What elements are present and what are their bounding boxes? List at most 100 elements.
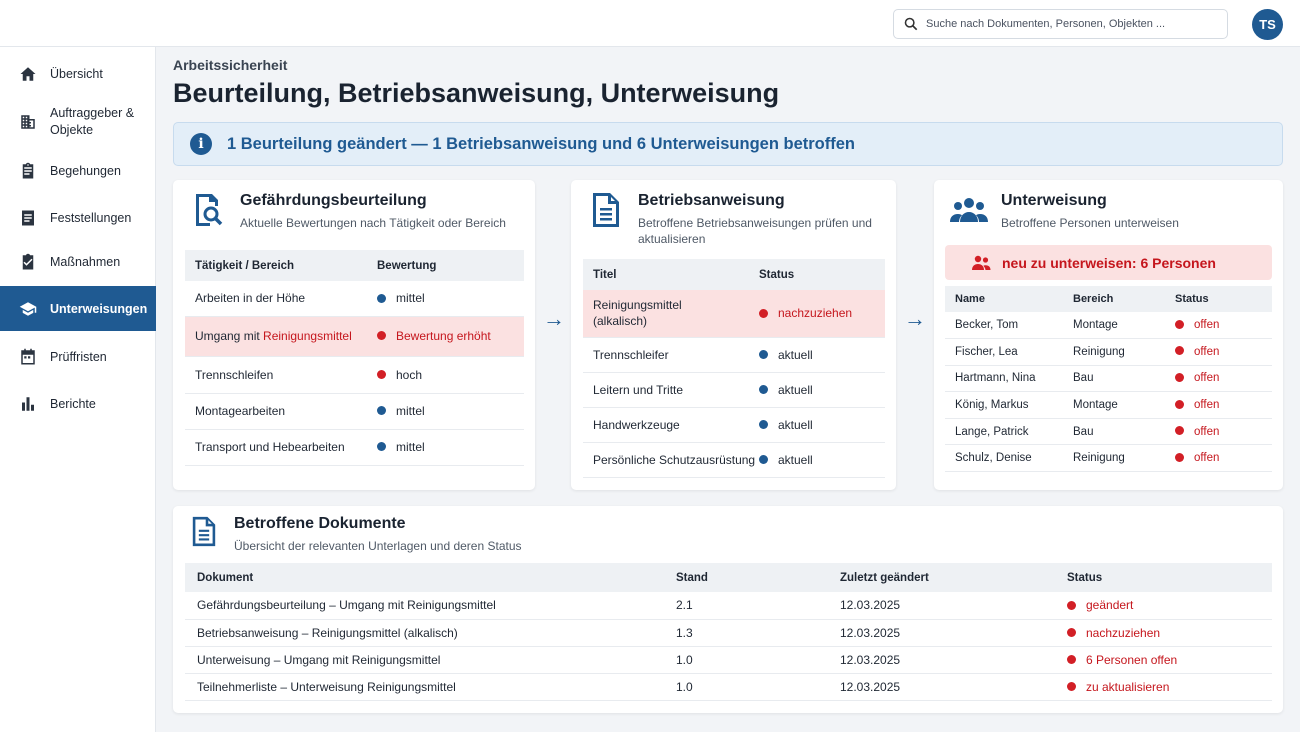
status-text: geändert	[1086, 598, 1134, 613]
table-row[interactable]: Transport und Hebearbeiten mittel	[185, 429, 524, 466]
area-cell: Reinigung	[1073, 444, 1175, 473]
table-row[interactable]: Hartmann, Nina Bau offen	[945, 365, 1272, 393]
table-row[interactable]: Schulz, Denise Reinigung offen	[945, 444, 1272, 473]
info-icon: i	[190, 133, 212, 155]
status-dot	[1175, 426, 1184, 436]
table-row[interactable]: Becker, Tom Montage offen	[945, 312, 1272, 340]
rating-text: mittel	[396, 404, 425, 418]
table-row[interactable]: Trennschleifer aktuell	[583, 337, 885, 373]
sidebar-item-unterweisungen[interactable]: Unterweisungen	[0, 286, 156, 331]
activity-cell: Arbeiten in der Höhe	[185, 281, 377, 317]
rating-text: hoch	[396, 367, 423, 382]
status-dot	[1175, 452, 1184, 462]
card-subtitle: Betroffene Betriebsanweisungen prüfen un…	[638, 216, 872, 246]
column-header: Status	[1175, 286, 1272, 312]
title-text: Reinigungsmittel (alkalisch)	[593, 298, 682, 329]
table-row[interactable]: Umgang mit Reinigungsmittel Bewertung er…	[185, 316, 524, 357]
activity-highlight: Reinigungsmittel	[263, 329, 352, 343]
table-row[interactable]: Lange, Patrick Bau offen	[945, 418, 1272, 446]
rating-text: Bewertung erhöht	[396, 329, 491, 343]
table-row[interactable]: König, Markus Montage offen	[945, 391, 1272, 419]
date-cell: 12.03.2025	[840, 592, 1067, 620]
column-header: Bereich	[1073, 286, 1175, 312]
sidebar-item-label: Prüffristen	[50, 349, 107, 364]
card-title: Betroffene Dokumente	[234, 515, 406, 532]
search-box[interactable]	[893, 9, 1228, 39]
rating-text: mittel	[396, 291, 425, 306]
table-row[interactable]: Reinigungsmittel (alkalisch) nachzuziehe…	[583, 290, 885, 338]
status-dot	[1067, 600, 1076, 610]
date-cell: 12.03.2025	[840, 673, 1067, 701]
status-dot	[1067, 654, 1076, 664]
table-row[interactable]: Arbeiten in der Höhe mittel	[185, 281, 524, 317]
status-dot	[377, 369, 386, 379]
search-input[interactable]	[926, 18, 1216, 30]
status-dot	[377, 442, 386, 452]
activity-text: Umgang mit	[195, 329, 264, 343]
status-dot	[377, 293, 386, 303]
sidebar: Übersicht Auftraggeber & Objekte Begehun…	[0, 47, 156, 732]
status-text: nachzuziehen	[1086, 625, 1161, 640]
status-cell: offen	[1175, 312, 1272, 340]
clipboard-icon	[19, 162, 37, 180]
sidebar-item-prueffristen[interactable]: Prüffristen	[0, 343, 156, 370]
sidebar-item-label: Feststellungen	[50, 210, 132, 225]
table-row[interactable]: Persönliche Schutzausrüstung aktuell	[583, 442, 885, 478]
document-cell: Unterweisung – Umgang mit Reinigungsmitt…	[185, 646, 676, 674]
document-search-icon	[190, 192, 226, 233]
table-row[interactable]: Teilnehmerliste – Unterweisung Reinigung…	[185, 673, 1272, 701]
home-icon	[19, 65, 37, 83]
status-text: offen	[1194, 345, 1220, 358]
sidebar-item-uebersicht[interactable]: Übersicht	[0, 60, 156, 87]
status-text: aktuell	[778, 417, 813, 432]
sidebar-item-auftraggeber[interactable]: Auftraggeber & Objekte	[0, 104, 156, 140]
activity-cell: Montagearbeiten	[185, 393, 377, 430]
status-dot	[759, 419, 768, 429]
area-cell: Montage	[1073, 391, 1175, 419]
table-row[interactable]: Leitern und Tritte aktuell	[583, 372, 885, 408]
affected-documents-card: Betroffene Dokumente Übersicht der relev…	[173, 506, 1283, 713]
status-text: offen	[1194, 425, 1220, 438]
version-cell: 1.0	[676, 673, 840, 701]
table-row[interactable]: Gefährdungsbeurteilung – Umgang mit Rein…	[185, 592, 1272, 620]
table-row[interactable]: Montagearbeiten mittel	[185, 393, 524, 430]
sidebar-item-begehungen[interactable]: Begehungen	[0, 157, 156, 184]
status-text: aktuell	[778, 347, 813, 362]
table-row[interactable]: Handwerkzeuge aktuell	[583, 407, 885, 443]
sidebar-item-label: Übersicht	[50, 66, 103, 81]
sidebar-item-berichte[interactable]: Berichte	[0, 390, 156, 417]
status-cell: aktuell	[759, 372, 885, 408]
column-header: Bewertung	[377, 250, 524, 281]
status-cell: 6 Personen offen	[1067, 646, 1272, 674]
rating-text: mittel	[396, 440, 425, 454]
status-dot	[377, 406, 386, 416]
document-icon	[591, 192, 621, 233]
calendar-icon	[19, 348, 37, 366]
column-header: Titel	[583, 259, 759, 290]
column-header: Dokument	[185, 563, 676, 592]
column-header: Zuletzt geändert	[840, 563, 1067, 592]
title-cell: Reinigungsmittel (alkalisch)	[583, 290, 759, 338]
sidebar-item-feststellungen[interactable]: Feststellungen	[0, 204, 156, 231]
area-cell: Montage	[1073, 312, 1175, 340]
breadcrumb[interactable]: Arbeitssicherheit	[173, 57, 288, 73]
column-header: Status	[1067, 563, 1272, 592]
status-cell: geändert	[1067, 592, 1272, 620]
name-cell: Schulz, Denise	[945, 444, 1073, 473]
version-cell: 1.3	[676, 619, 840, 647]
sidebar-item-massnahmen[interactable]: Maßnahmen	[0, 248, 156, 275]
table-row[interactable]: Unterweisung – Umgang mit Reinigungsmitt…	[185, 646, 1272, 674]
status-dot	[759, 349, 768, 359]
sidebar-item-label: Maßnahmen	[50, 254, 121, 269]
date-cell: 12.03.2025	[840, 646, 1067, 674]
instruction-table: Titel Status Reinigungsmittel (alkalisch…	[583, 259, 885, 478]
alert-text: neu zu unterweisen: 6 Personen	[1002, 254, 1216, 271]
table-row[interactable]: Betriebsanweisung – Reinigungsmittel (al…	[185, 619, 1272, 647]
status-dot	[759, 454, 768, 464]
table-row[interactable]: Fischer, Lea Reinigung offen	[945, 338, 1272, 366]
document-cell: Teilnehmerliste – Unterweisung Reinigung…	[185, 673, 676, 701]
document-icon	[191, 516, 217, 552]
user-avatar[interactable]: TS	[1252, 9, 1283, 40]
table-row[interactable]: Trennschleifen hoch	[185, 356, 524, 394]
risk-table: Tätigkeit / Bereich Bewertung Arbeiten i…	[185, 250, 524, 466]
